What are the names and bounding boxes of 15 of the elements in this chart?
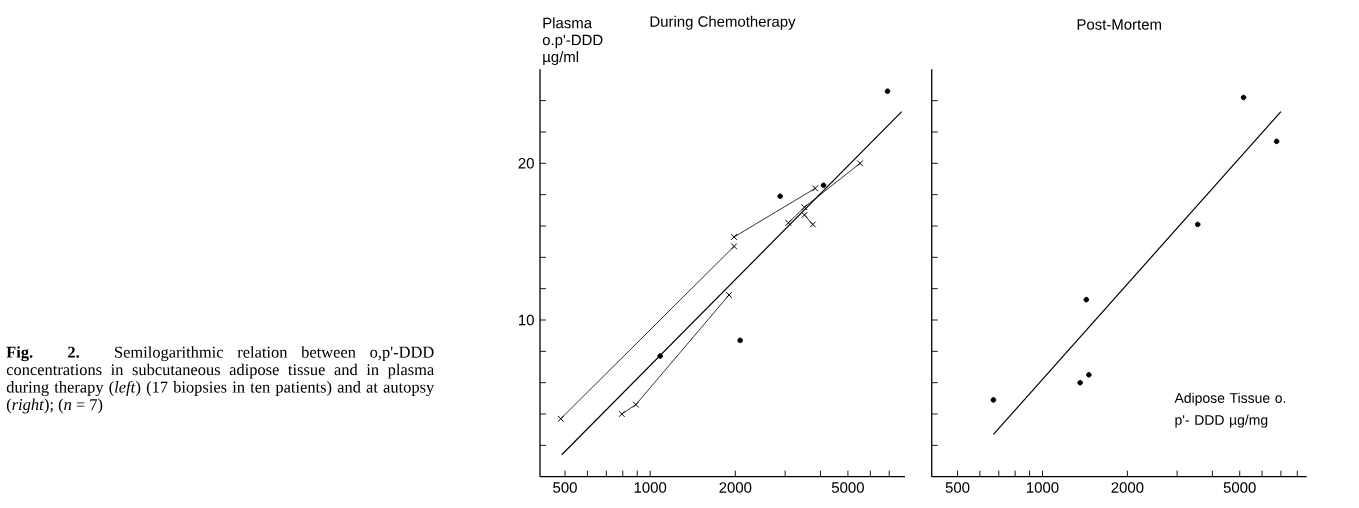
- x-axis-title: Adipose Tissue o. p'- DDD µg/mg: [1174, 392, 1286, 428]
- x-tick-label: 1000: [1027, 482, 1059, 493]
- x-tick-label: 5000: [1223, 482, 1256, 493]
- y-tick-label: 10: [519, 314, 534, 326]
- x-tick-label: 2000: [1111, 482, 1144, 493]
- chart-title: During Chemotherapy: [650, 15, 796, 30]
- y-tick-label: 20: [518, 158, 534, 169]
- chart-title: Post-Mortem: [1077, 19, 1161, 30]
- x-tick-label: 5000: [831, 482, 864, 493]
- text: Fig. 2. Semilogarithmic relation between o,p'-DDD concentrations in subcutaneous adipose tissue and in plasma during therapy (left) (17 biopsies in ten patients) and at autopsy (right); (n = 7): [6, 346, 435, 414]
- x-tick-label: 2000: [719, 482, 752, 493]
- y-axis-title: Plasma o.p'-DDD µg/ml: [542, 17, 603, 66]
- x-tick-label: 500: [945, 482, 970, 493]
- x-tick-label: 1000: [634, 482, 667, 493]
- x-tick-label: 500: [553, 482, 577, 493]
